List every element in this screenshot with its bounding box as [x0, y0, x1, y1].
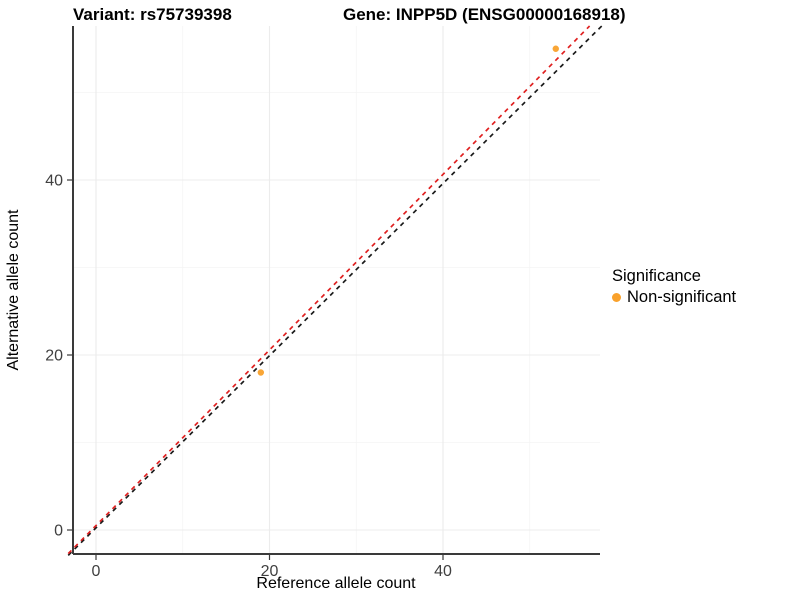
legend: Significance Non-significant — [612, 266, 736, 308]
legend-point-icon — [612, 293, 621, 302]
legend-entry: Non-significant — [612, 287, 736, 308]
x-axis-label: Reference allele count — [256, 575, 416, 592]
plot-title-variant: Variant: rs75739398 — [73, 5, 232, 24]
y-tick-label: 40 — [45, 173, 63, 190]
data-points — [257, 45, 559, 376]
axis-ticks: 0 20 40 0 20 40 — [45, 173, 452, 581]
x-tick-label: 40 — [434, 563, 452, 580]
gridlines — [73, 26, 600, 554]
legend-entry-label: Non-significant — [627, 288, 737, 306]
plot-title-gene: Gene: INPP5D (ENSG00000168918) — [343, 5, 626, 24]
reference-lines — [67, 25, 603, 556]
data-point — [552, 45, 559, 52]
x-tick-label: 0 — [92, 563, 101, 580]
identity-line — [67, 25, 603, 556]
x-tick-label: 20 — [261, 563, 279, 580]
y-tick-label: 0 — [54, 523, 63, 540]
legend-title: Significance — [612, 267, 701, 285]
fitted-line — [67, 25, 591, 555]
y-axis-label: Alternative allele count — [5, 209, 22, 371]
data-point — [257, 369, 265, 376]
y-tick-label: 20 — [45, 348, 63, 365]
